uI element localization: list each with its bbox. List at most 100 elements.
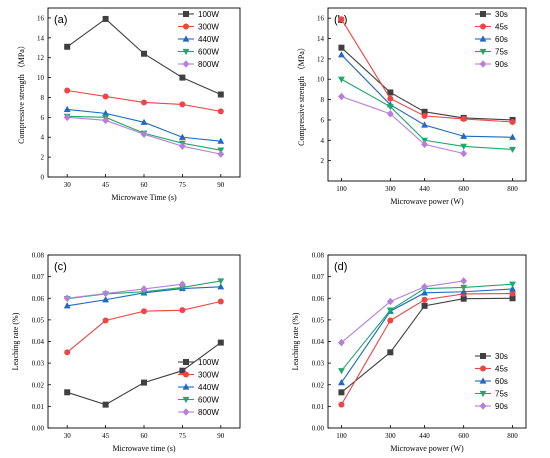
data-point bbox=[217, 278, 225, 285]
data-point bbox=[338, 389, 345, 396]
data-point bbox=[460, 149, 468, 158]
y-tick-label: 0.05 bbox=[312, 316, 325, 324]
y-tick-label: 6 bbox=[321, 116, 325, 124]
data-point bbox=[141, 99, 147, 106]
legend-marker bbox=[183, 23, 189, 30]
y-tick-label: 0.07 bbox=[32, 273, 45, 281]
x-tick-label: 30 bbox=[64, 432, 72, 440]
data-point bbox=[102, 296, 109, 303]
series-line bbox=[341, 283, 513, 372]
data-point bbox=[102, 289, 109, 298]
data-point bbox=[179, 74, 186, 81]
legend-entry: 440W bbox=[198, 383, 219, 392]
y-axis-label: Compressive strength （MPa） bbox=[297, 43, 306, 146]
data-point bbox=[179, 101, 186, 108]
x-tick-label: 100 bbox=[336, 185, 347, 193]
legend-marker bbox=[480, 23, 486, 30]
y-tick-label: 14 bbox=[317, 35, 325, 43]
legend-marker bbox=[480, 353, 486, 359]
y-tick-label: 8 bbox=[321, 96, 325, 104]
y-tick-label: 0.04 bbox=[32, 338, 45, 346]
series-300W bbox=[64, 87, 224, 115]
data-point bbox=[338, 51, 345, 58]
data-point bbox=[460, 132, 468, 139]
data-point bbox=[179, 280, 186, 288]
x-axis-label: Microwave power (W) bbox=[390, 444, 464, 453]
panel-label: (d) bbox=[334, 261, 347, 273]
data-point bbox=[102, 401, 109, 408]
data-point bbox=[421, 121, 428, 128]
series-line bbox=[340, 292, 513, 405]
data-point bbox=[386, 307, 394, 314]
y-tick-label: 0.05 bbox=[32, 316, 45, 324]
x-axis-label: Microwave time (s) bbox=[112, 444, 175, 453]
data-point bbox=[387, 95, 394, 102]
data-point bbox=[141, 50, 147, 57]
series-30s bbox=[338, 295, 516, 396]
data-point bbox=[421, 289, 428, 296]
data-point bbox=[217, 108, 224, 115]
legend-marker bbox=[182, 396, 190, 404]
y-tick-label: 0.03 bbox=[32, 360, 45, 368]
data-point bbox=[179, 142, 186, 150]
x-tick-label: 75 bbox=[179, 432, 187, 440]
legend-entry: 30s bbox=[495, 10, 508, 19]
data-point bbox=[63, 105, 71, 112]
data-point bbox=[217, 283, 225, 290]
legend-entry: 300W bbox=[198, 371, 219, 380]
data-point bbox=[386, 104, 394, 111]
legend-entry: 90s bbox=[495, 60, 508, 69]
y-tick-label: 0.02 bbox=[312, 381, 325, 389]
data-point bbox=[460, 143, 468, 150]
data-point bbox=[421, 302, 428, 309]
legend-entry: 300W bbox=[198, 23, 219, 32]
series-45s bbox=[338, 290, 516, 408]
y-tick-label: 8 bbox=[41, 94, 45, 102]
data-point bbox=[102, 109, 109, 116]
y-tick-label: 16 bbox=[37, 14, 45, 22]
y-tick-label: 14 bbox=[37, 34, 45, 42]
legend-marker bbox=[479, 377, 487, 384]
panel-label: (a) bbox=[54, 14, 67, 26]
x-tick-label: 60 bbox=[141, 432, 149, 440]
data-point bbox=[338, 338, 345, 347]
x-tick-label: 90 bbox=[217, 181, 225, 189]
data-point bbox=[509, 118, 516, 125]
data-point bbox=[338, 16, 345, 23]
legend-marker bbox=[479, 48, 487, 56]
data-point bbox=[387, 349, 394, 356]
data-point bbox=[338, 401, 345, 408]
legend-marker bbox=[182, 48, 190, 56]
y-tick-label: 0.07 bbox=[312, 273, 325, 281]
data-point bbox=[460, 295, 467, 302]
data-point bbox=[179, 133, 186, 140]
legend-marker bbox=[480, 365, 486, 372]
y-tick-label: 16 bbox=[317, 15, 325, 23]
data-point bbox=[460, 277, 468, 285]
y-axis-label: Leaching rate (%) bbox=[291, 312, 300, 370]
data-point bbox=[509, 285, 516, 292]
y-tick-label: 2 bbox=[41, 154, 45, 162]
data-point bbox=[386, 297, 394, 306]
series-line bbox=[341, 54, 513, 138]
data-point bbox=[509, 146, 516, 154]
data-point bbox=[179, 307, 186, 314]
legend: 30s 45s 60s 75s 90s bbox=[475, 352, 508, 411]
legend: 100W 300W 440W 600W 800W bbox=[178, 10, 219, 69]
data-point bbox=[140, 118, 148, 125]
plot-frame bbox=[327, 7, 527, 182]
x-tick-label: 100 bbox=[336, 432, 347, 440]
y-tick-label: 0.04 bbox=[312, 338, 325, 346]
y-tick-label: 0.00 bbox=[32, 425, 45, 433]
data-point bbox=[102, 15, 109, 22]
x-tick-label: 300 bbox=[385, 185, 396, 193]
data-point bbox=[460, 288, 468, 295]
y-tick-label: 0.01 bbox=[32, 403, 45, 411]
data-point bbox=[63, 294, 71, 303]
data-point bbox=[141, 379, 147, 386]
data-point bbox=[387, 89, 394, 96]
x-tick-label: 75 bbox=[179, 181, 187, 189]
x-axis-label: Microwave power (W) bbox=[390, 197, 464, 206]
legend-marker bbox=[183, 371, 189, 378]
